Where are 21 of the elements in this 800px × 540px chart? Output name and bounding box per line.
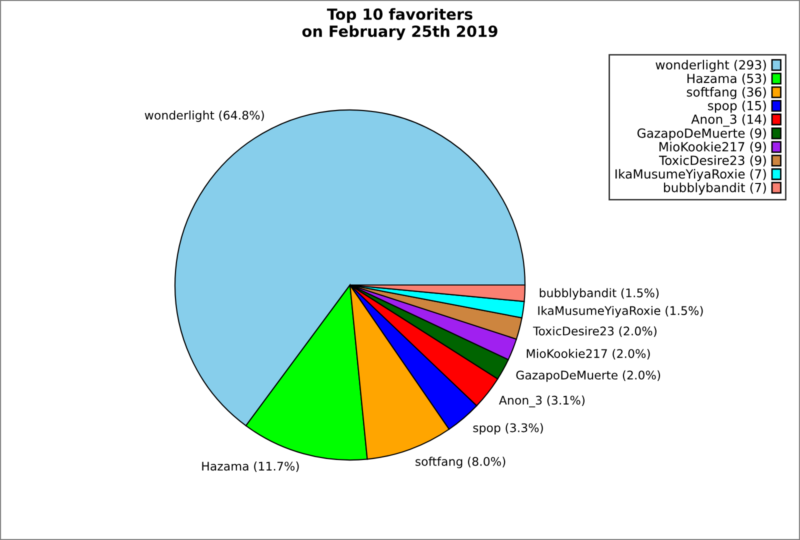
legend-label: MioKookie217 (9) <box>660 142 766 153</box>
data-label: IkaMusumeYiyaRoxie (1.5%) <box>538 306 703 318</box>
legend-label: softfang (36) <box>686 87 766 100</box>
data-label: GazapoDeMuerte (2.0%) <box>516 370 660 382</box>
legend-label: Hazama (53) <box>687 73 766 85</box>
legend-label: bubblybandit (7) <box>664 182 766 195</box>
data-label: softfang (8.0%) <box>416 456 506 468</box>
data-label: ToxicDesire23 (2.0%) <box>533 326 656 337</box>
data-label: wonderlight (64.8%) <box>144 110 264 122</box>
data-label: MioKookie217 (2.0%) <box>526 348 650 360</box>
data-label: Anon_3 (3.1%) <box>498 396 585 408</box>
data-label: spop (3.3%) <box>473 423 543 435</box>
data-label: Hazama (11.7%) <box>202 462 299 472</box>
legend-label: wonderlight (293) <box>656 60 766 72</box>
chart-title: Top 10 favoriters on February 25th 2019 <box>302 8 498 40</box>
legend-label: ToxicDesire23 (9) <box>659 155 766 167</box>
data-label: bubblybandit (1.5%) <box>540 288 659 300</box>
legend-label: spop (15) <box>708 100 766 113</box>
legend-label: IkaMusumeYiyaRoxie (7) <box>616 168 766 182</box>
legend-label: Anon_3 (14) <box>691 114 766 127</box>
legend-label: GazapoDeMuerte (9) <box>637 128 766 140</box>
